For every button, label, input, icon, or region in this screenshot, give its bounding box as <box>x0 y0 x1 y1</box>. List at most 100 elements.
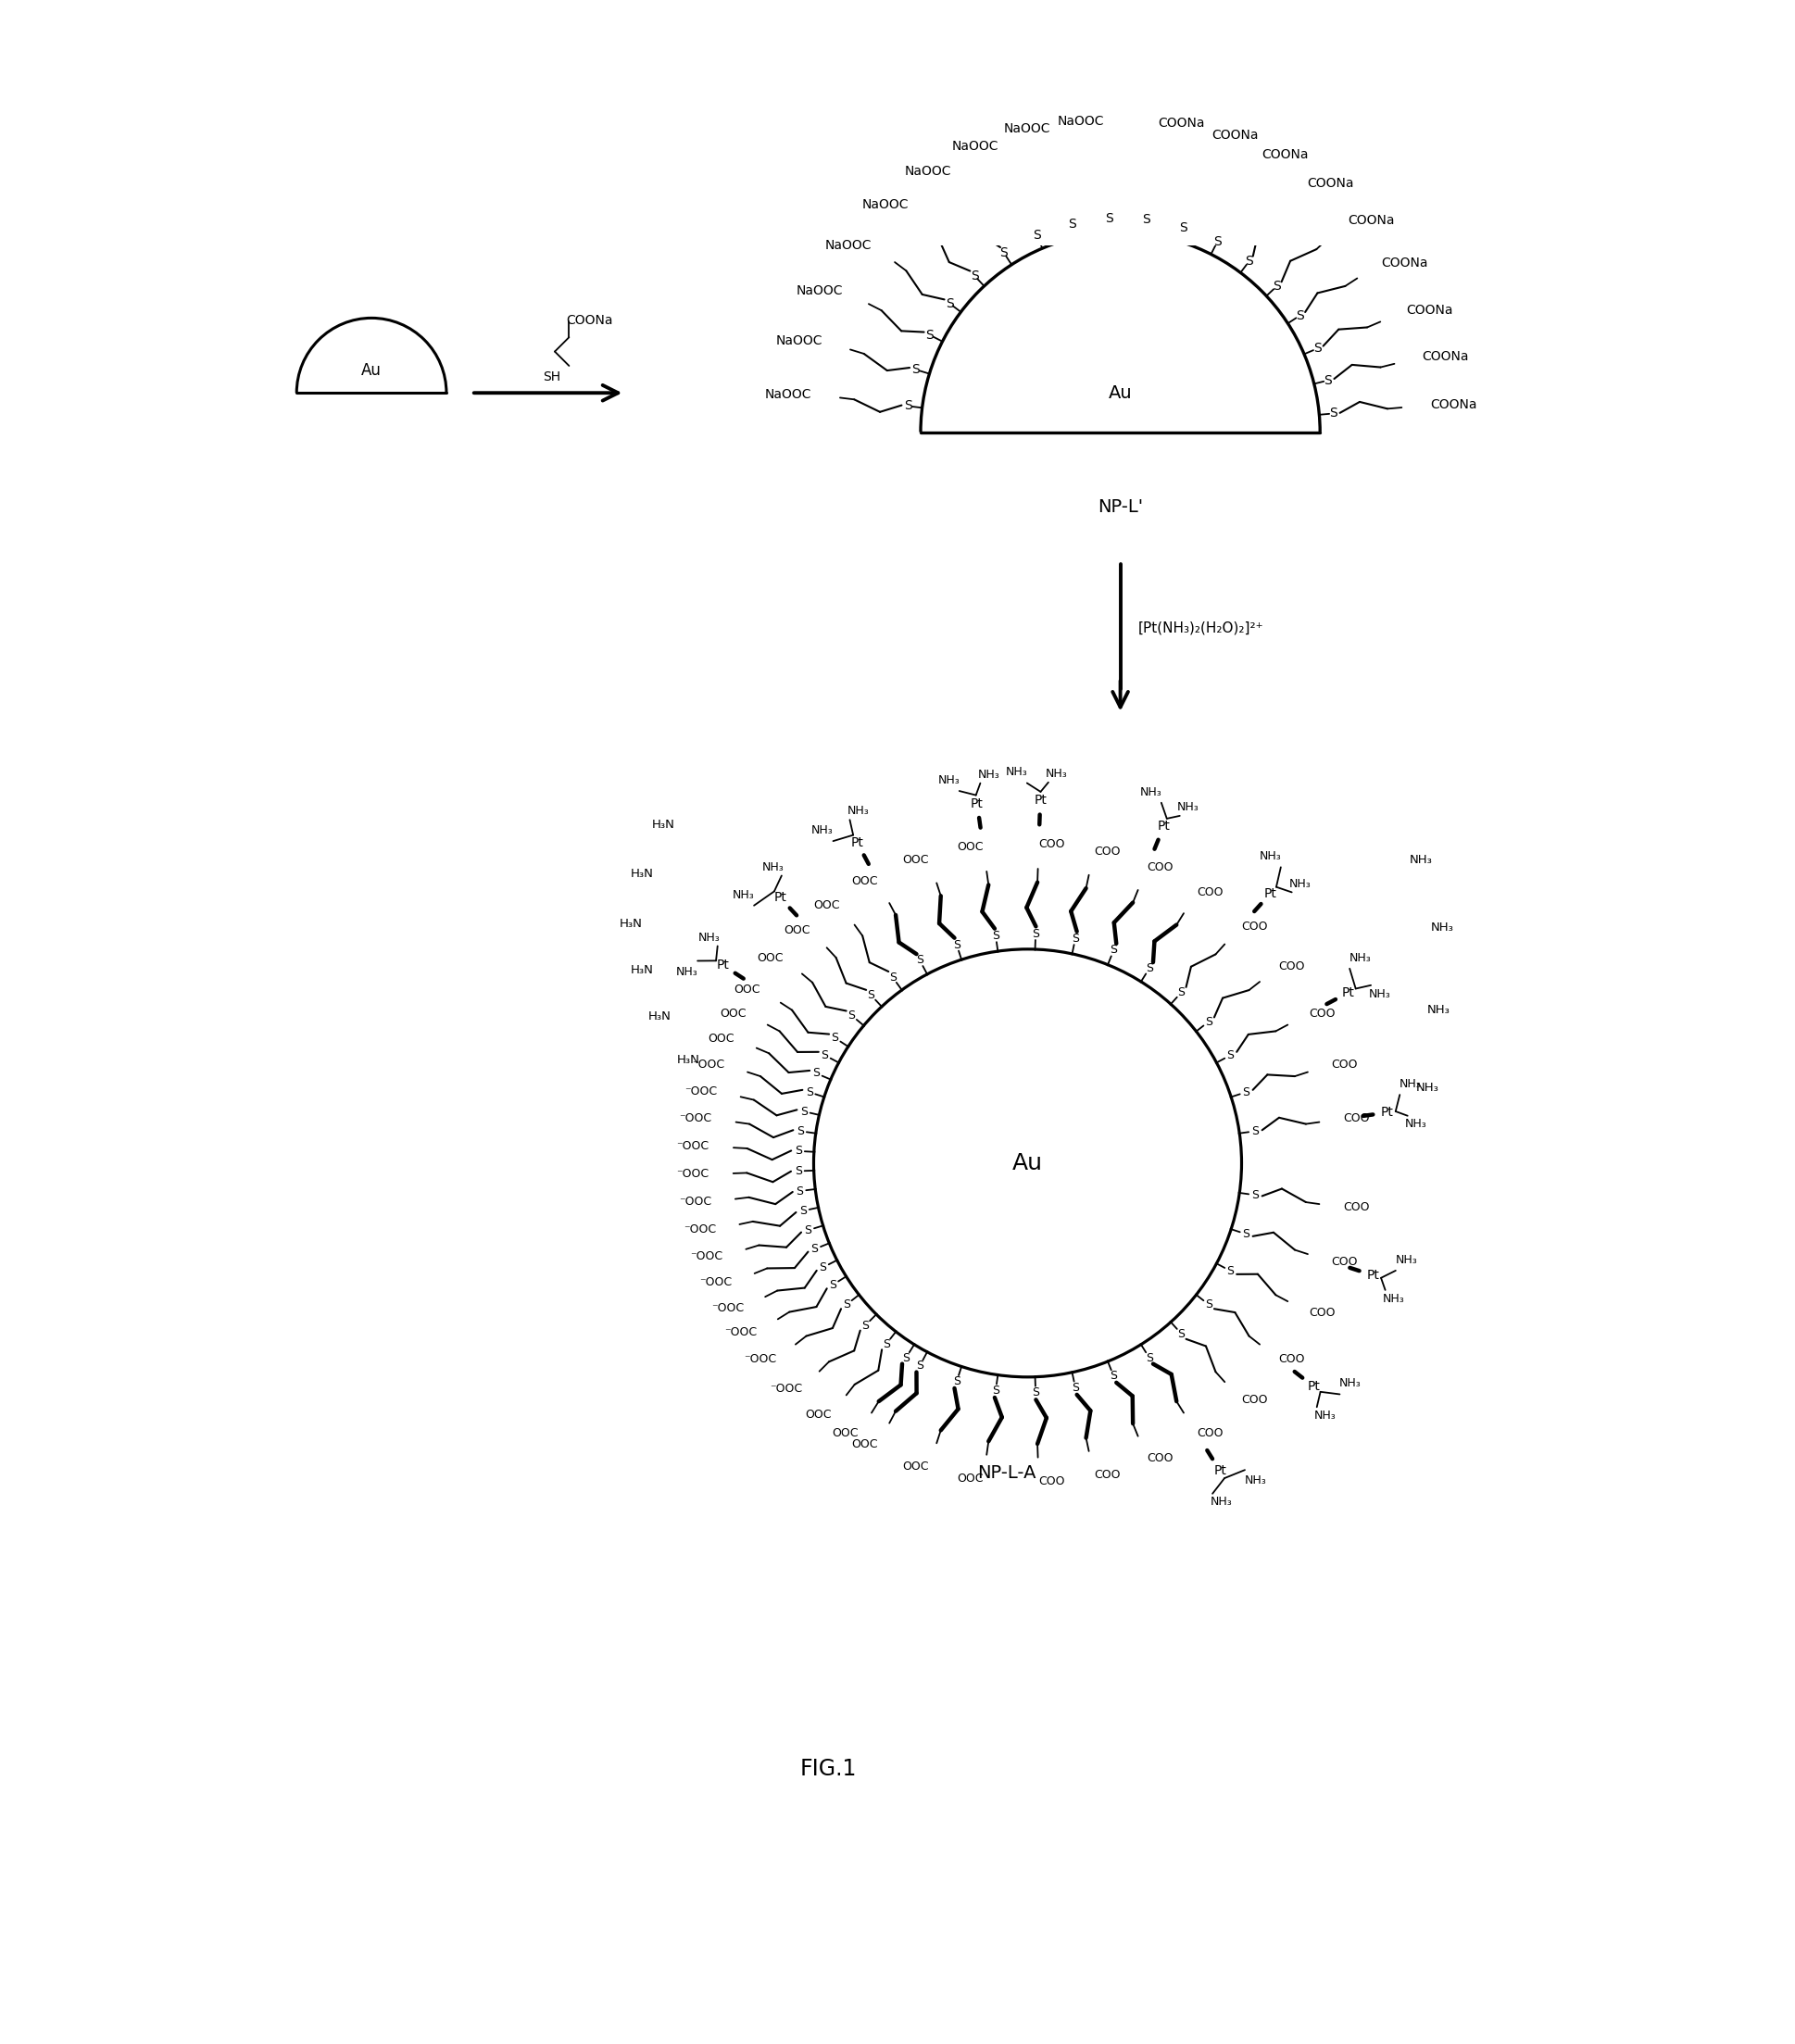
Text: S: S <box>1273 280 1282 292</box>
Text: COO: COO <box>1278 1353 1305 1365</box>
Text: S: S <box>1178 987 1185 997</box>
Text: COONa: COONa <box>1212 129 1258 141</box>
Text: ⁻OOC: ⁻OOC <box>725 1327 757 1339</box>
Text: S: S <box>820 1049 829 1061</box>
Text: NH₃: NH₃ <box>1289 877 1312 889</box>
Text: FIG.1: FIG.1 <box>799 1758 856 1780</box>
Text: S: S <box>806 1085 813 1098</box>
Text: OOC: OOC <box>903 1459 930 1472</box>
Text: S: S <box>1072 1382 1079 1394</box>
Text: S: S <box>1178 1329 1185 1339</box>
Text: S: S <box>1032 229 1041 241</box>
Text: COONa: COONa <box>1158 117 1204 131</box>
Text: S: S <box>1109 1369 1116 1382</box>
Text: NH₃: NH₃ <box>1416 1081 1440 1094</box>
Text: S: S <box>1226 1265 1235 1278</box>
Text: NP-L': NP-L' <box>1097 499 1143 515</box>
Text: S: S <box>804 1224 811 1237</box>
Text: COO: COO <box>1309 1008 1335 1020</box>
Text: NH₃: NH₃ <box>937 775 960 787</box>
Text: ⁻OOC: ⁻OOC <box>691 1251 723 1263</box>
Text: OOC: OOC <box>804 1408 831 1421</box>
Text: S: S <box>844 1298 851 1310</box>
Text: S: S <box>1204 1016 1212 1028</box>
Text: S: S <box>1109 944 1116 957</box>
Text: OOC: OOC <box>757 953 783 965</box>
Text: Au: Au <box>1109 384 1133 403</box>
Text: OOC: OOC <box>813 899 840 912</box>
Text: S: S <box>905 399 912 413</box>
Text: NH₃: NH₃ <box>698 932 720 944</box>
Text: S: S <box>993 930 1000 942</box>
Text: S: S <box>1142 213 1151 227</box>
Text: OOC: OOC <box>833 1427 858 1439</box>
Text: NH₃: NH₃ <box>978 769 1000 781</box>
Text: S: S <box>819 1261 827 1273</box>
Text: COO: COO <box>1309 1306 1335 1318</box>
Text: NaOOC: NaOOC <box>905 166 951 178</box>
Text: NH₃: NH₃ <box>677 965 698 977</box>
Text: S: S <box>1204 1298 1212 1310</box>
Text: S: S <box>1179 221 1186 233</box>
Text: OOC: OOC <box>957 842 984 854</box>
Text: Pt: Pt <box>1380 1106 1393 1118</box>
Text: S: S <box>813 1067 820 1079</box>
Text: Pt: Pt <box>716 959 729 971</box>
Text: S: S <box>953 938 960 950</box>
Text: NaOOC: NaOOC <box>765 388 811 401</box>
Text: S: S <box>831 1032 838 1044</box>
Text: NH₃: NH₃ <box>811 824 833 836</box>
Text: S: S <box>915 955 923 967</box>
Text: S: S <box>1226 1049 1235 1061</box>
Text: S: S <box>883 1339 890 1349</box>
Text: OOC: OOC <box>851 1439 878 1451</box>
Text: NH₃: NH₃ <box>1382 1292 1405 1304</box>
Text: COONa: COONa <box>1262 149 1309 161</box>
Text: COO: COO <box>1240 1394 1267 1406</box>
Text: S: S <box>1068 217 1077 231</box>
Text: NP-L-A: NP-L-A <box>976 1464 1036 1482</box>
Text: NaOOC: NaOOC <box>826 239 872 251</box>
Text: S: S <box>1296 309 1303 323</box>
Text: H₃N: H₃N <box>648 1012 671 1022</box>
Text: COO: COO <box>1147 1453 1174 1466</box>
Text: S: S <box>829 1280 836 1290</box>
Text: SH: SH <box>544 370 560 384</box>
Text: NH₃: NH₃ <box>1400 1077 1422 1089</box>
Text: S: S <box>993 1384 1000 1396</box>
Text: S: S <box>1330 407 1337 419</box>
Text: H₃N: H₃N <box>652 818 675 830</box>
Text: NaOOC: NaOOC <box>1003 123 1050 135</box>
Text: COONa: COONa <box>1407 305 1454 317</box>
Text: ⁻OOC: ⁻OOC <box>770 1382 802 1394</box>
Text: H₃N: H₃N <box>630 869 653 881</box>
Text: S: S <box>926 329 933 341</box>
Text: COONa: COONa <box>1348 213 1395 227</box>
Text: COONa: COONa <box>1380 256 1427 270</box>
Text: S: S <box>1242 1228 1249 1241</box>
Text: S: S <box>1251 1190 1258 1202</box>
Text: Pt: Pt <box>971 797 984 809</box>
Text: NH₃: NH₃ <box>1046 769 1068 781</box>
Text: S: S <box>867 989 874 1002</box>
Text: NH₃: NH₃ <box>1178 801 1199 814</box>
Text: COO: COO <box>1039 838 1064 850</box>
Text: NH₃: NH₃ <box>1431 922 1454 934</box>
Text: S: S <box>1213 235 1222 247</box>
Text: S: S <box>971 270 978 282</box>
Text: NH₃: NH₃ <box>1350 953 1371 965</box>
Text: H₃N: H₃N <box>677 1053 700 1065</box>
Text: COONa: COONa <box>1307 178 1353 190</box>
Text: S: S <box>862 1320 869 1331</box>
Text: ⁻OOC: ⁻OOC <box>684 1224 716 1235</box>
Text: OOC: OOC <box>903 854 930 867</box>
Text: ⁻OOC: ⁻OOC <box>679 1112 713 1124</box>
Text: NH₃: NH₃ <box>1427 1004 1450 1016</box>
Text: S: S <box>1072 932 1079 944</box>
Text: OOC: OOC <box>734 983 761 995</box>
Text: NaOOC: NaOOC <box>775 335 822 347</box>
Text: COO: COO <box>1197 887 1222 899</box>
Text: NH₃: NH₃ <box>1258 850 1282 863</box>
Text: COONa: COONa <box>1431 399 1477 411</box>
Text: S: S <box>1032 1386 1039 1398</box>
